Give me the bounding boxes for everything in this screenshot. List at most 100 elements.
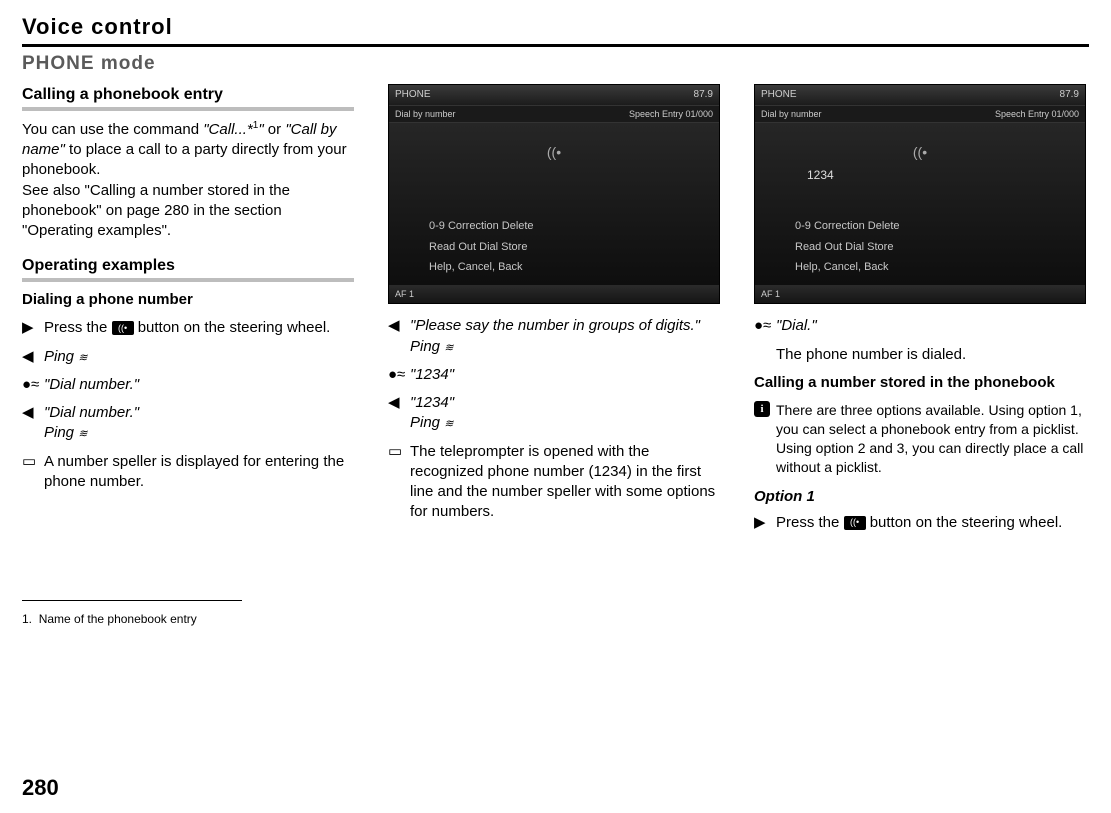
- ping-icon: ≋: [78, 428, 87, 440]
- shot-subheader: Dial by number Speech Entry 01/000: [755, 106, 1085, 123]
- speaker-icon: ◀: [22, 347, 44, 366]
- shot-header: PHONE 87.9: [389, 85, 719, 106]
- ping-label: Ping: [44, 348, 74, 365]
- shot-freq: 87.9: [694, 88, 713, 102]
- shot-title: PHONE: [395, 88, 431, 102]
- ping-label: Ping: [410, 414, 440, 431]
- spacer: [754, 345, 776, 346]
- step-say-1234: ●≈ "1234": [388, 365, 720, 385]
- mode-heading: PHONE mode: [22, 51, 1089, 77]
- step-say-dial: ●≈ "Dial number.": [22, 375, 354, 395]
- column-3: PHONE 87.9 Dial by number Speech Entry 0…: [754, 84, 1086, 627]
- ping-icon: ≋: [78, 352, 87, 364]
- text: Press the: [44, 319, 112, 336]
- step-prompt-groups: ◀ "Please say the number in groups of di…: [388, 316, 720, 357]
- step-text: Press the ((• button on the steering whe…: [44, 318, 354, 338]
- shot-footer: AF 1: [755, 285, 1085, 303]
- step-press-button: ▶ Press the ((• button on the steering w…: [22, 318, 354, 338]
- operating-examples-heading: Operating examples: [22, 255, 354, 277]
- calling-entry-heading: Calling a phonebook entry: [22, 84, 354, 106]
- heading-underline: [22, 278, 354, 282]
- echo-1234: "1234": [410, 394, 454, 411]
- info-note: i There are three options available. Usi…: [754, 401, 1086, 477]
- shot-freq: 87.9: [1060, 88, 1079, 102]
- shot-options-2: Read Out Dial Store: [795, 240, 1045, 255]
- ping-label: Ping: [44, 424, 74, 441]
- dialing-heading: Dialing a phone number: [22, 290, 354, 310]
- heading-underline: [22, 107, 354, 111]
- shot-mode: Dial by number: [761, 108, 822, 120]
- speaker-icon: ◀: [22, 403, 44, 422]
- entered-number: 1234: [807, 167, 834, 183]
- footnote-text: Name of the phonebook entry: [39, 612, 197, 626]
- step-echo-dial: ◀ "Dial number." Ping ≋: [22, 403, 354, 444]
- action-icon: ▶: [754, 513, 776, 532]
- shot-subheader: Dial by number Speech Entry 01/000: [389, 106, 719, 123]
- talk-icon: ●≈: [754, 316, 776, 335]
- step-text: "1234": [410, 365, 720, 385]
- talk-icon: ●≈: [388, 365, 410, 384]
- footnote-rule: [22, 600, 242, 601]
- ping-icon: ≋: [444, 418, 453, 430]
- speaker-icon: ◀: [388, 316, 410, 335]
- talk-icon: ●≈: [22, 375, 44, 394]
- shot-status: Speech Entry 01/000: [995, 108, 1079, 120]
- shot-mode: Dial by number: [395, 108, 456, 120]
- screenshot-speller-1234: PHONE 87.9 Dial by number Speech Entry 0…: [754, 84, 1086, 304]
- screen-icon: ▭: [22, 452, 44, 471]
- shot-options-3: Help, Cancel, Back: [795, 260, 1045, 275]
- intro-paragraph: You can use the command "Call...*1" or "…: [22, 119, 354, 242]
- see-also-text: See also "Calling a number stored in the…: [22, 182, 290, 240]
- step-text: The teleprompter is opened with the reco…: [410, 442, 720, 523]
- shot-footer: AF 1: [389, 285, 719, 303]
- footnote: 1. Name of the phonebook entry: [22, 611, 354, 627]
- step-speller-displayed: ▭ A number speller is displayed for ente…: [22, 452, 354, 493]
- step-text: "Dial.": [776, 316, 1086, 336]
- shot-header: PHONE 87.9: [755, 85, 1085, 106]
- shot-body: ((• 1234 0-9 Correction Delete Read Out …: [755, 123, 1085, 285]
- prompt-text: "Please say the number in groups of digi…: [410, 317, 700, 334]
- step-number-dialed: The phone number is dialed.: [754, 345, 1086, 365]
- talk-indicator-icon: ((•: [913, 143, 927, 162]
- shot-options-3: Help, Cancel, Back: [429, 260, 679, 275]
- column-1: Calling a phonebook entry You can use th…: [22, 84, 354, 627]
- text: Press the: [776, 514, 844, 531]
- shot-body: ((• 0-9 Correction Delete Read Out Dial …: [389, 123, 719, 285]
- step-text: "Dial number." Ping ≋: [44, 403, 354, 444]
- text: You can use the command: [22, 121, 203, 138]
- shot-options-2: Read Out Dial Store: [429, 240, 679, 255]
- step-ping: ◀ Ping ≋: [22, 347, 354, 367]
- step-echo-1234: ◀ "1234" Ping ≋: [388, 393, 720, 434]
- screenshot-speller-empty: PHONE 87.9 Dial by number Speech Entry 0…: [388, 84, 720, 304]
- info-text: There are three options available. Using…: [776, 401, 1086, 477]
- info-icon: i: [754, 401, 770, 417]
- option-1-heading: Option 1: [754, 487, 1086, 507]
- text: or: [264, 121, 286, 138]
- column-2: PHONE 87.9 Dial by number Speech Entry 0…: [388, 84, 720, 627]
- section-title: Voice control: [22, 12, 1089, 42]
- step-press-button-opt1: ▶ Press the ((• button on the steering w…: [754, 513, 1086, 533]
- shot-af: AF 1: [761, 288, 780, 300]
- section-rule: [22, 44, 1089, 47]
- step-text: Press the ((• button on the steering whe…: [776, 513, 1086, 533]
- text: to place a call to a party directly from…: [22, 141, 347, 178]
- text: button on the steering wheel.: [866, 514, 1063, 531]
- shot-options-1: 0-9 Correction Delete: [795, 219, 1045, 234]
- shot-status: Speech Entry 01/000: [629, 108, 713, 120]
- calling-stored-heading: Calling a number stored in the phonebook: [754, 373, 1086, 393]
- echo-text: "Dial number.": [44, 404, 139, 421]
- step-text: Ping ≋: [44, 347, 354, 367]
- ping-label: Ping: [410, 338, 440, 355]
- screen-icon: ▭: [388, 442, 410, 461]
- voice-button-icon: ((•: [112, 321, 134, 335]
- talk-indicator-icon: ((•: [547, 143, 561, 162]
- voice-button-icon: ((•: [844, 516, 866, 530]
- shot-title: PHONE: [761, 88, 797, 102]
- text: button on the steering wheel.: [134, 319, 331, 336]
- command-call: "Call...*: [203, 121, 253, 138]
- step-text: "1234" Ping ≋: [410, 393, 720, 434]
- action-icon: ▶: [22, 318, 44, 337]
- step-text: "Dial number.": [44, 375, 354, 395]
- step-text: A number speller is displayed for enteri…: [44, 452, 354, 493]
- ping-icon: ≋: [444, 342, 453, 354]
